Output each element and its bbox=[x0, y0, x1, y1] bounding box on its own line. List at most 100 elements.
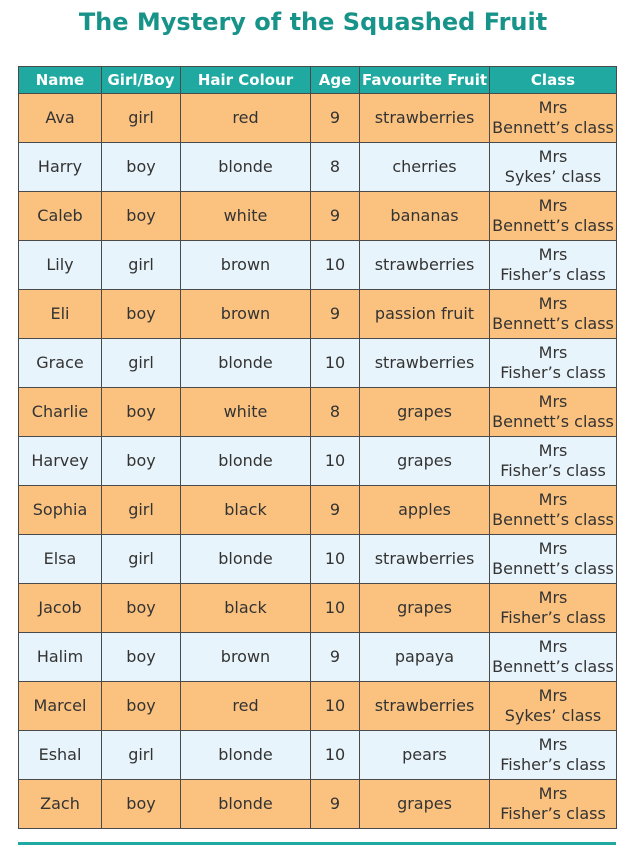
cell: Mrs Fisher’s class bbox=[489, 240, 617, 290]
cell-line: Sykes’ class bbox=[504, 167, 602, 186]
cell: Eshal bbox=[18, 730, 102, 780]
cell: boy bbox=[101, 387, 181, 437]
cell: black bbox=[180, 485, 311, 535]
cell: boy bbox=[101, 583, 181, 633]
cell: 10 bbox=[310, 240, 360, 290]
cell: pears bbox=[359, 730, 490, 780]
cell: strawberries bbox=[359, 240, 490, 290]
cell: Halim bbox=[18, 632, 102, 682]
cell: Harry bbox=[18, 142, 102, 192]
cell-line: Mrs bbox=[538, 392, 568, 411]
cell: grapes bbox=[359, 436, 490, 486]
cell: boy bbox=[101, 142, 181, 192]
cell: girl bbox=[101, 730, 181, 780]
cell: Mrs Bennett’s class bbox=[489, 191, 617, 241]
cell-line: Mrs bbox=[538, 245, 568, 264]
cell: grapes bbox=[359, 779, 490, 829]
cell: Zach bbox=[18, 779, 102, 829]
cell: 10 bbox=[310, 338, 360, 388]
cell: 9 bbox=[310, 779, 360, 829]
cell: 10 bbox=[310, 681, 360, 731]
cell: Lily bbox=[18, 240, 102, 290]
cell: Mrs Bennett’s class bbox=[489, 387, 617, 437]
row: Eshal girl blonde 10 pears Mrs Fisher’s class bbox=[18, 730, 617, 780]
header-cell: Age bbox=[310, 66, 360, 94]
cell-line: Fisher’s class bbox=[500, 363, 606, 382]
table: Name Girl/Boy Hair Colour Age Favourite Frui… bbox=[18, 66, 617, 829]
row: Ava girl red 9 strawberries Mrs Bennett’s clas… bbox=[18, 93, 617, 143]
cell: Elsa bbox=[18, 534, 102, 584]
cell: apples bbox=[359, 485, 490, 535]
cell-line: Fisher’s class bbox=[500, 608, 606, 627]
header-row: Name Girl/Boy Hair Colour Age Favourite Frui… bbox=[18, 66, 617, 94]
cell-line: Mrs bbox=[538, 147, 568, 166]
cell: red bbox=[180, 681, 311, 731]
cell-line: Bennett’s class bbox=[492, 216, 614, 235]
cell: Jacob bbox=[18, 583, 102, 633]
cell: girl bbox=[101, 534, 181, 584]
cell: Mrs Fisher’s class bbox=[489, 338, 617, 388]
cell: black bbox=[180, 583, 311, 633]
cell-line: Bennett’s class bbox=[492, 118, 614, 137]
cell: strawberries bbox=[359, 534, 490, 584]
cell-line: Sykes’ class bbox=[504, 706, 602, 725]
cell-line: Mrs bbox=[538, 686, 568, 705]
cell: brown bbox=[180, 632, 311, 682]
cell-line: Mrs bbox=[538, 784, 568, 803]
cell: strawberries bbox=[359, 338, 490, 388]
cell-line: Mrs bbox=[538, 343, 568, 362]
cell-line: Bennett’s class bbox=[492, 657, 614, 676]
cell: 10 bbox=[310, 436, 360, 486]
cell: 9 bbox=[310, 93, 360, 143]
cell-line: Mrs bbox=[538, 588, 568, 607]
cell: blonde bbox=[180, 436, 311, 486]
cell: boy bbox=[101, 681, 181, 731]
cell: strawberries bbox=[359, 681, 490, 731]
cell: 9 bbox=[310, 289, 360, 339]
cell-line: Fisher’s class bbox=[500, 265, 606, 284]
cell: white bbox=[180, 387, 311, 437]
row: Eli boy brown 9 passion fruit Mrs Bennett’s cl… bbox=[18, 289, 617, 339]
cell: boy bbox=[101, 289, 181, 339]
cell: boy bbox=[101, 632, 181, 682]
cell: Mrs Sykes’ class bbox=[489, 142, 617, 192]
footer-line bbox=[18, 842, 616, 845]
header-cell: Class bbox=[489, 66, 617, 94]
cell: Caleb bbox=[18, 191, 102, 241]
cell-line: Bennett’s class bbox=[492, 510, 614, 529]
cell: Mrs Bennett’s class bbox=[489, 632, 617, 682]
cell: blonde bbox=[180, 142, 311, 192]
cell: bananas bbox=[359, 191, 490, 241]
row: Zach boy blonde 9 grapes Mrs Fisher’s class bbox=[18, 779, 617, 829]
cell: brown bbox=[180, 240, 311, 290]
table-body: Ava girl red 9 strawberries Mrs Bennett’s clas… bbox=[18, 93, 617, 829]
cell: boy bbox=[101, 191, 181, 241]
cell: strawberries bbox=[359, 93, 490, 143]
row: Caleb boy white 9 bananas Mrs Bennett’s class bbox=[18, 191, 617, 241]
cell: girl bbox=[101, 485, 181, 535]
cell: boy bbox=[101, 436, 181, 486]
cell-line: Fisher’s class bbox=[500, 804, 606, 823]
header-cell: Hair Colour bbox=[180, 66, 311, 94]
table-head: Name Girl/Boy Hair Colour Age Favourite Frui… bbox=[18, 66, 617, 94]
row: Charlie boy white 8 grapes Mrs Bennett’s class bbox=[18, 387, 617, 437]
cell: Mrs Fisher’s class bbox=[489, 730, 617, 780]
cell: girl bbox=[101, 93, 181, 143]
cell: Mrs Bennett’s class bbox=[489, 534, 617, 584]
cell: passion fruit bbox=[359, 289, 490, 339]
cell-line: Mrs bbox=[538, 539, 568, 558]
cell: Charlie bbox=[18, 387, 102, 437]
cell: Mrs Bennett’s class bbox=[489, 93, 617, 143]
cell-line: Mrs bbox=[538, 98, 568, 117]
cell: Mrs Bennett’s class bbox=[489, 485, 617, 535]
cell: white bbox=[180, 191, 311, 241]
cell: boy bbox=[101, 779, 181, 829]
cell: girl bbox=[101, 338, 181, 388]
cell: Eli bbox=[18, 289, 102, 339]
cell: 9 bbox=[310, 632, 360, 682]
cell: Harvey bbox=[18, 436, 102, 486]
cell: Marcel bbox=[18, 681, 102, 731]
cell: blonde bbox=[180, 779, 311, 829]
cell: 8 bbox=[310, 387, 360, 437]
cell-line: Mrs bbox=[538, 441, 568, 460]
